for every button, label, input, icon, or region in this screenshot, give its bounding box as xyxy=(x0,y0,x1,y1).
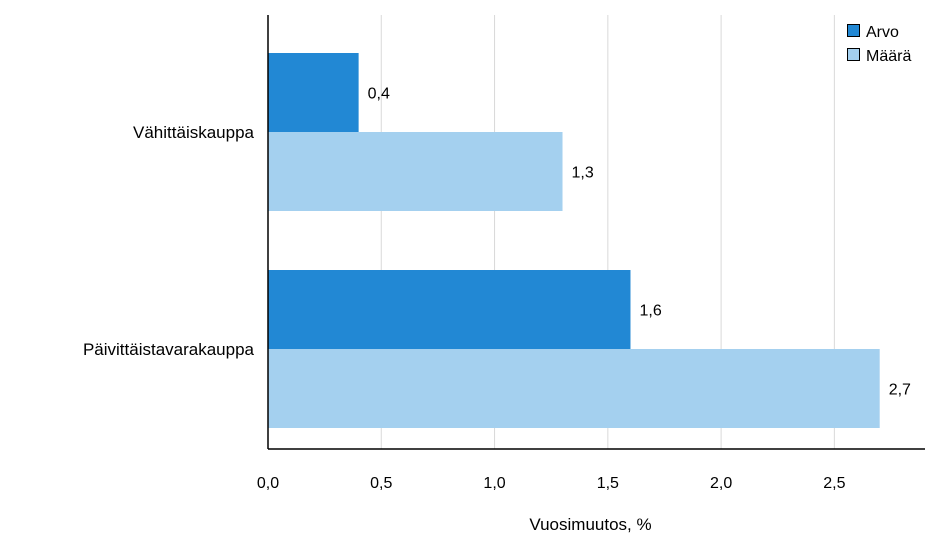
data-label: 0,4 xyxy=(368,86,390,103)
legend-swatch xyxy=(847,24,860,37)
x-tick-label: 2,5 xyxy=(823,475,845,492)
legend-label: Arvo xyxy=(866,24,899,41)
x-tick-label: 1,5 xyxy=(597,475,619,492)
data-label: 1,6 xyxy=(639,303,661,320)
bars xyxy=(268,53,880,428)
x-tick-label: 0,0 xyxy=(257,475,279,492)
x-tick-label: 2,0 xyxy=(710,475,732,492)
data-label: 2,7 xyxy=(889,382,911,399)
legend: Arvo Määrä xyxy=(847,24,911,65)
category-labels: Vähittäiskauppa Päivittäistavarakauppa xyxy=(83,123,255,359)
legend-label: Määrä xyxy=(866,48,911,65)
category-label: Päivittäistavarakauppa xyxy=(83,340,255,359)
x-tick-label: 0,5 xyxy=(370,475,392,492)
bar-määrä xyxy=(268,132,563,211)
bar-arvo xyxy=(268,270,631,349)
bar-arvo xyxy=(268,53,359,132)
data-labels: 0,4 1,3 1,6 2,7 xyxy=(368,86,911,399)
legend-swatch xyxy=(847,48,860,61)
x-tick-labels: 0,0 0,5 1,0 1,5 2,0 2,5 xyxy=(257,475,846,492)
data-label: 1,3 xyxy=(572,165,594,182)
bar-määrä xyxy=(268,349,880,428)
x-tick-label: 1,0 xyxy=(483,475,505,492)
category-label: Vähittäiskauppa xyxy=(133,123,255,142)
axes xyxy=(267,15,925,450)
x-axis-title: Vuosimuutos, % xyxy=(529,515,651,534)
